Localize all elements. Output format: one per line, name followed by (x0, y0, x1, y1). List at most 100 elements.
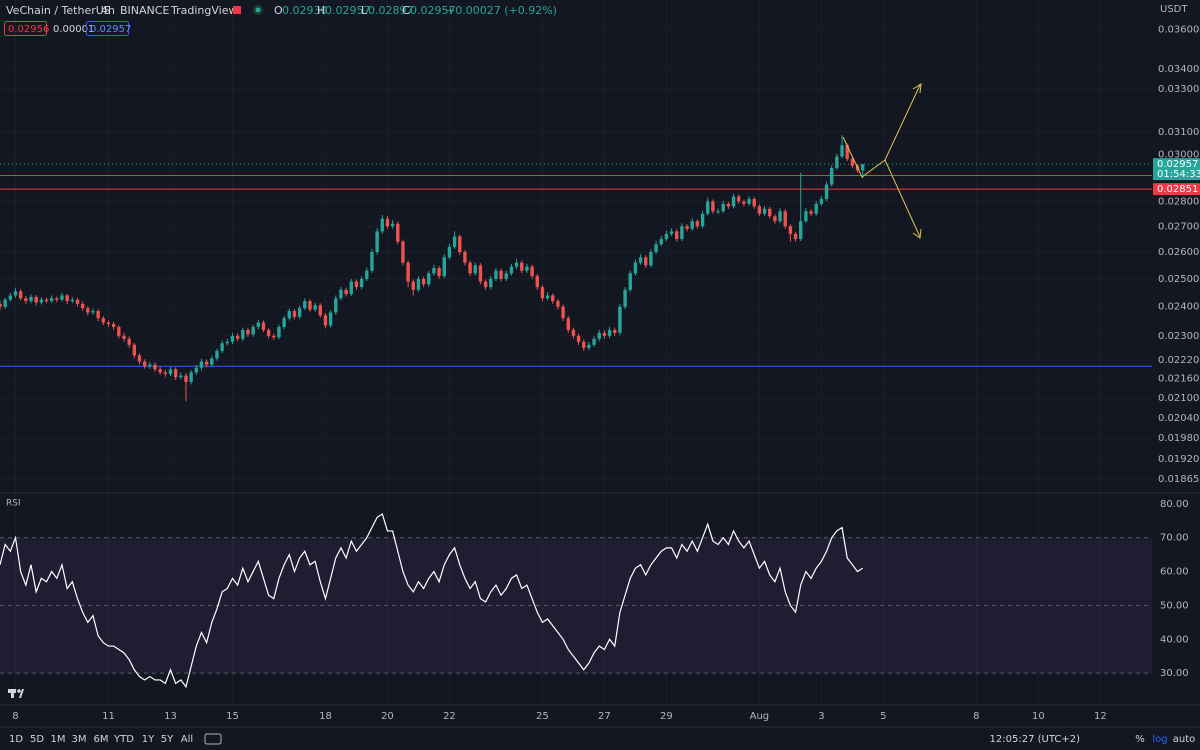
candle-body (582, 341, 586, 348)
candle-body (251, 326, 255, 335)
symbol[interactable]: VeChain / TetherUS (6, 4, 111, 17)
candle-body (623, 289, 627, 307)
candle-body (117, 326, 121, 336)
candle-body (494, 270, 498, 279)
price-badge (1153, 158, 1200, 181)
candle-body (468, 262, 472, 274)
candle-body (427, 273, 431, 285)
candle-body (349, 281, 353, 295)
candle-body (127, 338, 131, 345)
flag-icon[interactable] (233, 6, 241, 14)
bid-box[interactable] (4, 21, 47, 36)
candle-body (478, 265, 483, 282)
y-tick-label: 0.02500 (1158, 274, 1199, 285)
x-tick-label: 11 (102, 711, 115, 722)
grid (0, 0, 1152, 705)
status-dot (255, 7, 261, 13)
y-tick-label: 0.02400 (1158, 302, 1199, 313)
candle-body (132, 344, 137, 356)
x-tick-label: 22 (443, 711, 456, 722)
candle-body (55, 298, 59, 300)
candle-body (122, 335, 126, 339)
range-button[interactable]: 1M (51, 734, 66, 745)
candle-body (783, 211, 787, 227)
candle-body (726, 203, 731, 207)
range-button[interactable]: 6M (94, 734, 109, 745)
candle-body (220, 343, 224, 351)
candle-body (571, 329, 576, 336)
ask-box[interactable] (86, 21, 129, 36)
candle-body (752, 198, 756, 207)
range-button[interactable]: 1Y (142, 734, 155, 745)
currency[interactable]: USDT (1160, 4, 1188, 15)
arrow-head (912, 228, 922, 239)
x-tick-label: Aug (750, 711, 770, 722)
range-button[interactable]: 1D (9, 734, 23, 745)
candle-body (700, 213, 705, 227)
rsi-tick-label: 70.00 (1160, 533, 1189, 544)
candle-body (442, 257, 446, 277)
candle-body (742, 201, 746, 204)
candle-body (592, 338, 596, 345)
candle-body (272, 335, 276, 338)
candle-body (421, 278, 426, 285)
candle-body (334, 298, 338, 313)
range-button[interactable]: All (181, 734, 193, 745)
candle-body (762, 208, 767, 214)
ohlc-value: 0.02930 (282, 4, 328, 17)
log-toggle[interactable]: log (1152, 734, 1167, 745)
ohlc-value: 0.02957 (325, 4, 371, 17)
candle-body (788, 226, 793, 234)
candle-body (70, 299, 75, 302)
candle-body (473, 265, 477, 274)
candle-body (685, 226, 689, 229)
y-tick-label: 0.02160 (1158, 374, 1199, 385)
candle-body (458, 236, 462, 253)
candle-body (215, 350, 219, 359)
range-button[interactable]: 5D (30, 734, 44, 745)
x-tick-label: 8 (12, 711, 18, 722)
rsi-tick-label: 30.00 (1160, 668, 1189, 679)
bid: 0.02956 (8, 24, 49, 35)
logo-part (17, 689, 21, 693)
auto-toggle[interactable]: auto (1173, 734, 1196, 745)
candle-body (60, 295, 64, 300)
exchange: BINANCE (120, 4, 169, 17)
rsi-tick-label: 80.00 (1160, 499, 1189, 510)
candle-body (241, 329, 245, 339)
candle-body (737, 196, 741, 202)
candle-body (638, 257, 643, 263)
candle-body (282, 318, 286, 327)
interval[interactable]: 4h (101, 4, 115, 17)
candle-body (189, 372, 193, 382)
header: VeChain / TetherUS 4h BINANCE TradingVie… (4, 4, 557, 36)
candle-body (566, 318, 570, 330)
candle-body (716, 211, 720, 213)
candle-body (540, 287, 545, 299)
percent-toggle[interactable]: % (1135, 734, 1145, 745)
x-tick-label: 13 (164, 711, 177, 722)
range-button[interactable]: 3M (72, 734, 87, 745)
candle-body (0, 303, 2, 307)
candle-body (328, 312, 333, 326)
candle-body (385, 218, 390, 227)
candle-body (111, 324, 116, 327)
candle-body (18, 291, 23, 299)
candle-body (313, 305, 317, 310)
candle-body (266, 329, 271, 336)
y-tick-label: 0.02220 (1158, 355, 1199, 366)
candle-body (850, 158, 855, 166)
rsi-tick-label: 50.00 (1160, 600, 1189, 611)
clock[interactable]: 12:05:27 (UTC+2) (990, 734, 1081, 745)
candle-body (168, 369, 173, 374)
range-button[interactable]: YTD (113, 734, 134, 745)
candle-body (235, 335, 240, 339)
range-button[interactable]: 5Y (161, 734, 174, 745)
date-range-icon[interactable] (204, 733, 222, 745)
x-tick-label: 8 (973, 711, 979, 722)
x-tick-label: 3 (818, 711, 824, 722)
rsi-line (0, 513, 864, 689)
candle-body (96, 311, 100, 319)
candle-body (432, 268, 436, 274)
candle-body (561, 306, 565, 319)
